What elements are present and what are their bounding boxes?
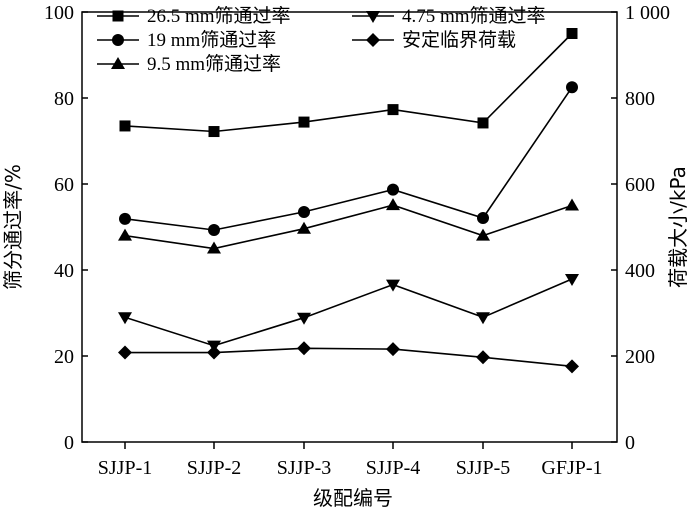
legend-label: 4.75 mm筛通过率 (402, 5, 546, 27)
legend-item: 安定临界荷载 (352, 29, 516, 51)
series-5 (118, 341, 579, 374)
data-point-diamond (476, 350, 490, 365)
data-point-triangle-up (297, 221, 311, 234)
data-point-circle (208, 224, 220, 237)
data-point-triangle-up (565, 198, 579, 211)
x-axis-title: 级配编号 (313, 486, 393, 510)
data-point-square (387, 104, 399, 116)
data-point-circle (119, 212, 131, 225)
y-axis-right-title: 荷载大小/kPa (666, 166, 690, 288)
data-point-triangle-up (386, 198, 400, 211)
data-point-square (208, 126, 220, 138)
legend-label: 9.5 mm筛通过率 (147, 53, 281, 75)
data-point-diamond (297, 341, 311, 356)
legend-label: 26.5 mm筛通过率 (147, 5, 291, 27)
y-right-tick-label: 800 (625, 88, 655, 110)
y-left-tick-label: 0 (64, 432, 74, 454)
x-tick-label: SJJP-1 (98, 457, 152, 479)
series-line (124, 278, 573, 347)
x-tick-label: SJJP-2 (187, 457, 241, 479)
x-tick-label: SJJP-4 (366, 457, 420, 479)
data-point-square (119, 120, 131, 132)
legend-item: 19 mm筛通过率 (97, 29, 276, 51)
data-point-circle (477, 211, 489, 224)
y-right-tick-label: 1 000 (625, 2, 670, 24)
data-point-diamond (386, 342, 400, 357)
data-point-triangle-up (111, 57, 125, 69)
series-layer (118, 28, 579, 374)
y-left-tick-label: 100 (44, 2, 74, 24)
series-3 (118, 198, 579, 254)
data-point-diamond (565, 359, 579, 374)
data-point-square (566, 28, 578, 39)
data-point-triangle-down (297, 312, 311, 325)
legend-item: 4.75 mm筛通过率 (352, 5, 546, 27)
data-point-triangle-down (565, 274, 579, 287)
data-point-square (298, 116, 310, 128)
data-point-triangle-down (476, 312, 490, 325)
series-line (125, 347, 573, 368)
data-point-triangle-down (118, 312, 132, 325)
data-point-circle (112, 34, 124, 46)
data-point-triangle-down (386, 279, 400, 292)
series-1 (119, 28, 578, 138)
y-left-tick-label: 20 (54, 346, 74, 368)
data-point-square (477, 117, 489, 129)
data-point-diamond (366, 33, 380, 47)
series-line (124, 32, 573, 133)
y-right-tick-label: 600 (625, 174, 655, 196)
data-point-diamond (118, 345, 132, 360)
y-axis-left-title: 筛分通过率/% (1, 164, 25, 290)
series-line (124, 204, 573, 250)
series-line (124, 86, 573, 231)
data-point-triangle-up (207, 241, 221, 254)
series-2 (119, 81, 578, 237)
legend-item: 9.5 mm筛通过率 (97, 53, 281, 75)
data-point-circle (387, 183, 399, 196)
y-right-tick-label: 200 (625, 346, 655, 368)
data-point-square (112, 10, 124, 22)
data-point-triangle-up (476, 228, 490, 241)
y-right-tick-label: 0 (625, 432, 635, 454)
x-tick-label: SJJP-5 (456, 457, 510, 479)
plot-frame (81, 11, 618, 443)
data-point-triangle-up (118, 228, 132, 241)
x-tick-label: SJJP-3 (277, 457, 331, 479)
y-left-tick-label: 40 (54, 260, 74, 282)
legend-label: 安定临界荷载 (402, 29, 516, 51)
data-point-diamond (207, 345, 221, 360)
y-right-tick-label: 400 (625, 260, 655, 282)
legend-label: 19 mm筛通过率 (147, 29, 276, 51)
x-tick-label: GFJP-1 (541, 457, 602, 479)
y-left-tick-label: 80 (54, 88, 74, 110)
series-4 (118, 274, 579, 353)
legend-item: 26.5 mm筛通过率 (97, 5, 291, 27)
data-point-circle (298, 205, 310, 218)
data-point-triangle-down (366, 11, 380, 23)
y-left-tick-label: 60 (54, 174, 74, 196)
data-point-circle (566, 81, 578, 94)
